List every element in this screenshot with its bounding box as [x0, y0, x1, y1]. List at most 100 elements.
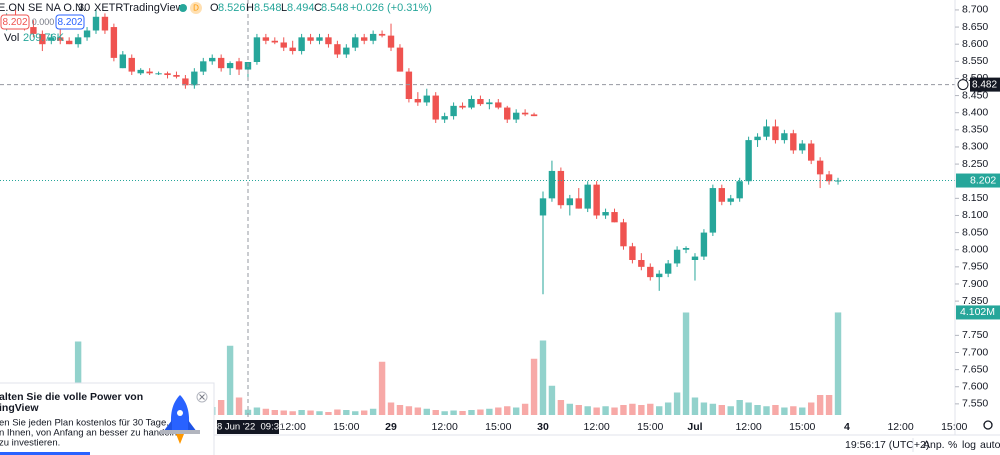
candle-body: [334, 44, 341, 55]
candle-body: [262, 37, 270, 41]
candle-body: [808, 143, 815, 161]
promo-button[interactable]: [0, 452, 90, 455]
x-tick-label: 15:00: [941, 421, 967, 433]
y-tick-label: 7.700: [962, 346, 988, 358]
status-button[interactable]: Anp.: [923, 439, 945, 451]
x-tick-label: 15:00: [637, 421, 663, 433]
y-tick-label: 8.350: [962, 124, 988, 136]
volume-bar: [343, 410, 350, 415]
candle-body: [271, 40, 278, 43]
volume-bar: [700, 402, 708, 415]
sell-price[interactable]: 8.202: [2, 17, 27, 28]
volume-bar: [781, 407, 788, 415]
volume-value: 209.76K: [23, 32, 65, 44]
volume-bar: [691, 397, 699, 415]
candle-body: [602, 212, 609, 216]
volume-bar: [280, 410, 287, 415]
volume-bar: [772, 405, 779, 415]
exchange: XETR: [94, 2, 123, 14]
candle-body: [83, 30, 91, 38]
volume-bar: [369, 408, 377, 415]
spread: 0.000: [32, 17, 55, 27]
candle-body: [790, 133, 797, 151]
volume-bar: [825, 395, 833, 415]
y-tick-label: 7.850: [962, 295, 988, 307]
y-tick-label: 8.600: [962, 38, 988, 50]
volume-bar: [602, 406, 609, 415]
candle-body: [182, 78, 189, 86]
x-tick-label: 15:00: [789, 421, 815, 433]
candle-body: [164, 73, 171, 76]
interval: 30: [78, 2, 90, 14]
candle-body: [369, 33, 377, 41]
y-tick-label: 8.250: [962, 158, 988, 170]
volume-bar: [495, 407, 502, 415]
x-tick-label: 15:00: [485, 421, 511, 433]
promo-line: n Ihnen, von Anfang an besser zu handeln: [0, 428, 177, 439]
volume-bar: [504, 406, 511, 415]
volume-bar: [352, 411, 359, 415]
source: TradingView: [123, 2, 184, 14]
volume-bar: [226, 345, 234, 415]
status-button[interactable]: log: [962, 439, 976, 451]
volume-bar: [834, 312, 842, 415]
y-tick-label: 7.750: [962, 329, 988, 341]
volume-bar: [548, 385, 556, 415]
volume-bar: [727, 406, 734, 415]
settings-icon[interactable]: [983, 420, 993, 430]
candle-body: [495, 102, 502, 108]
candle-body: [298, 37, 305, 52]
promo-brand: ingView: [0, 402, 39, 414]
buy-price[interactable]: 8.202: [57, 17, 82, 28]
volume-label: Vol: [4, 32, 19, 44]
candle-body: [253, 37, 261, 63]
volume-bar: [396, 405, 404, 415]
candle-body: [691, 256, 699, 260]
candle-body: [468, 98, 475, 108]
volume-bar: [441, 411, 448, 415]
status-button[interactable]: %: [948, 439, 957, 451]
crosshair-time-badge: [217, 420, 279, 434]
x-tick-label: 30: [537, 421, 549, 433]
candle-body: [557, 170, 565, 206]
volume-bar: [673, 392, 681, 415]
x-tick-label: 4: [844, 421, 850, 433]
candle-body: [209, 57, 216, 62]
candle-body: [521, 112, 529, 115]
candle-body: [566, 198, 574, 206]
x-tick-label: 29: [385, 421, 397, 433]
candle-body: [575, 198, 582, 209]
volume-bar: [611, 407, 618, 415]
candle-body: [128, 57, 135, 72]
volume-bar: [629, 403, 636, 415]
candle-body: [584, 184, 591, 209]
status-button[interactable]: auto: [980, 439, 1000, 451]
crosshair-price-label: 8.482: [972, 79, 997, 90]
buy-button[interactable]: [55, 14, 85, 30]
volume-bar: [459, 411, 466, 415]
y-tick-label: 7.650: [962, 363, 988, 375]
volume-bar: [638, 405, 645, 415]
volume-bar: [361, 410, 368, 415]
volume-bar: [477, 409, 484, 415]
promo-close-x[interactable]: [199, 394, 205, 400]
volume-bar: [754, 405, 761, 415]
candle-body: [92, 16, 100, 31]
candle-body: [101, 16, 109, 31]
sell-button[interactable]: [0, 14, 30, 30]
y-tick-label: 8.700: [962, 4, 988, 16]
candle-body: [736, 181, 743, 199]
change: +0.026 (+0.31%): [350, 2, 432, 14]
volume-bar: [334, 409, 341, 415]
symbol[interactable]: E.ON SE NA O.N.: [0, 2, 86, 14]
add-alert-icon[interactable]: [957, 79, 969, 91]
ohlc-label: C: [314, 2, 322, 14]
y-tick-label: 7.600: [962, 381, 988, 393]
candle-body: [709, 188, 717, 233]
volume-bar: [799, 407, 806, 415]
volume-bar: [414, 407, 422, 415]
candle-body: [280, 42, 287, 48]
volume-bar: [566, 403, 574, 415]
